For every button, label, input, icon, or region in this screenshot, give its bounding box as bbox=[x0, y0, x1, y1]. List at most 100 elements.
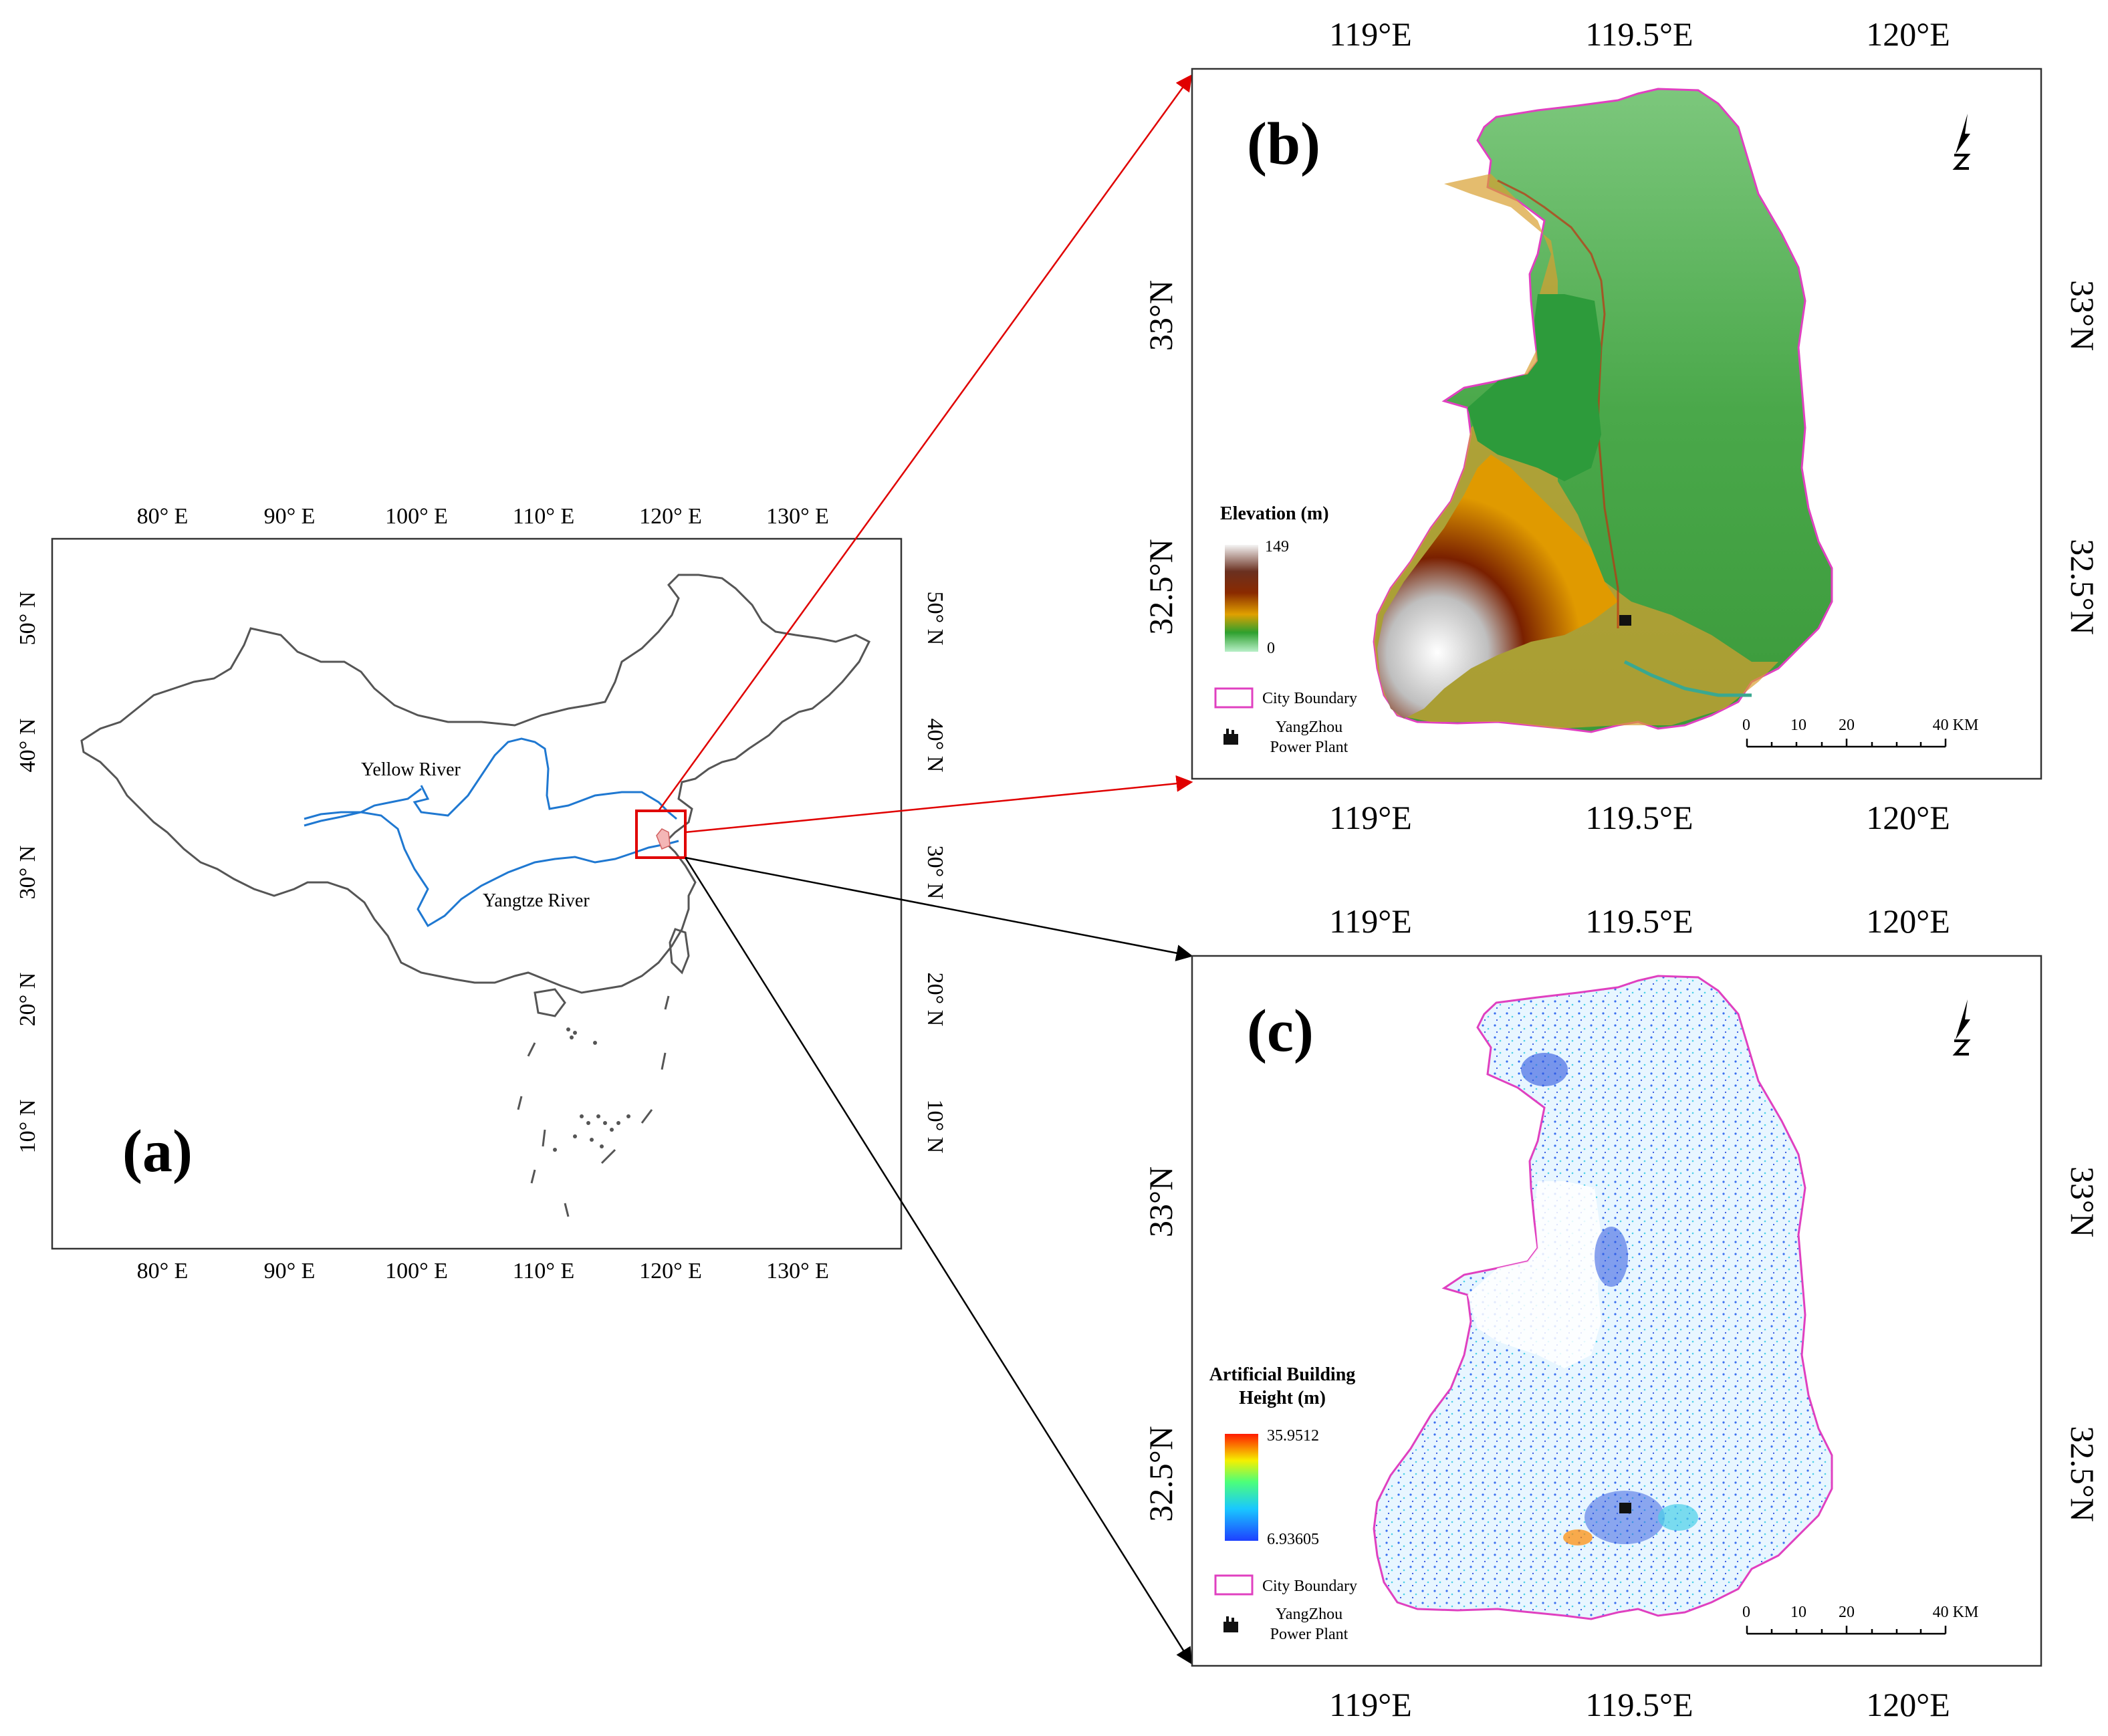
hainan-island bbox=[534, 988, 566, 1017]
yangtze-river-label: Yangtze River bbox=[483, 890, 590, 911]
lat-tick-label: 10° N bbox=[15, 1100, 40, 1154]
yellow-river-source bbox=[304, 787, 422, 827]
lat-tick-label: 20° N bbox=[15, 973, 40, 1027]
panel-b-lon-ticks-top: 119°E 119.5°E 120°E bbox=[1329, 15, 1950, 53]
scale-label: 0 bbox=[1742, 717, 1750, 734]
legend-max: 149 bbox=[1265, 538, 1289, 555]
scale-label: 20 bbox=[1839, 1604, 1855, 1621]
lon-tick-label: 120° E bbox=[639, 504, 702, 529]
scale-label: 0 bbox=[1742, 1604, 1750, 1621]
city-boundary-swatch bbox=[1214, 1574, 1254, 1596]
lon-tick-label: 120°E bbox=[1866, 1686, 1950, 1723]
arrow-to-c-top bbox=[685, 856, 1193, 961]
lat-tick-label: 33°N bbox=[1142, 280, 1179, 351]
lat-tick-label: 40° N bbox=[15, 719, 40, 773]
urban-cluster bbox=[1658, 1504, 1698, 1531]
urban-cluster bbox=[1585, 1491, 1665, 1544]
panel-a-frame bbox=[51, 537, 903, 1250]
south-china-sea-islands bbox=[517, 995, 670, 1217]
scale-label: 10 bbox=[1790, 717, 1806, 734]
legend-plant-line2: Power Plant bbox=[1270, 739, 1349, 756]
panel-a-lon-ticks-top: 80° E 90° E 100° E 110° E 120° E 130° E bbox=[137, 504, 829, 529]
lon-tick-label: 119°E bbox=[1329, 1686, 1412, 1723]
china-boundary bbox=[80, 574, 871, 994]
panel-c-legend: Artificial Building Height (m) 35.9512 6… bbox=[1209, 1364, 1357, 1643]
lat-tick-label: 30° N bbox=[923, 846, 947, 900]
city-boundary-swatch bbox=[1214, 687, 1254, 709]
lat-tick-label: 50° N bbox=[15, 592, 40, 646]
panel-a-lat-ticks-right: 50° N 40° N 30° N 20° N 10° N bbox=[923, 592, 947, 1154]
scale-label: 20 bbox=[1839, 717, 1855, 734]
yangtze-river-b bbox=[1623, 660, 1752, 697]
lon-tick-label: 110° E bbox=[513, 1259, 575, 1283]
power-plant-legend-icon bbox=[1223, 729, 1238, 745]
panel-b-elevation-map bbox=[1373, 88, 1833, 733]
building-height-colorbar bbox=[1225, 1434, 1258, 1541]
urban-cluster bbox=[1595, 1227, 1628, 1287]
panel-a: 80° E 90° E 100° E 110° E 120° E 130° E … bbox=[15, 504, 947, 1283]
scale-label: 10 bbox=[1790, 1604, 1806, 1621]
urban-hotspot bbox=[1563, 1529, 1593, 1545]
panel-c-lon-ticks-top: 119°E 119.5°E 120°E bbox=[1329, 902, 1950, 940]
lon-tick-label: 110° E bbox=[513, 504, 575, 529]
study-area-box bbox=[635, 810, 687, 859]
panel-c-lat-ticks: 33°N 32.5°N 33°N 32.5°N bbox=[1142, 1166, 2101, 1522]
lat-tick-label: 50° N bbox=[923, 592, 947, 646]
north-arrow-icon bbox=[1952, 999, 1971, 1056]
legend-max: 35.9512 bbox=[1267, 1427, 1319, 1445]
panel-a-lat-ticks-left: 50° N 40° N 30° N 20° N 10° N bbox=[15, 592, 40, 1154]
legend-min: 6.93605 bbox=[1267, 1531, 1319, 1548]
lon-tick-label: 90° E bbox=[264, 504, 316, 529]
lat-tick-label: 32.5°N bbox=[1142, 1426, 1179, 1522]
panel-a-lon-ticks-bottom: 80° E 90° E 100° E 110° E 120° E 130° E bbox=[137, 1259, 829, 1283]
panel-b-letter: (b) bbox=[1247, 111, 1320, 177]
lon-tick-label: 119°E bbox=[1329, 15, 1412, 53]
legend-title-line2: Height (m) bbox=[1239, 1388, 1326, 1408]
legend-boundary: City Boundary bbox=[1262, 690, 1357, 707]
legend-title: Elevation (m) bbox=[1220, 503, 1329, 524]
lon-tick-label: 80° E bbox=[137, 1259, 189, 1283]
lon-tick-label: 119°E bbox=[1329, 799, 1412, 836]
lon-tick-label: 119°E bbox=[1329, 902, 1412, 940]
lat-tick-label: 10° N bbox=[923, 1100, 947, 1154]
lon-tick-label: 119.5°E bbox=[1585, 1686, 1693, 1723]
panel-c-lon-ticks-bottom: 119°E 119.5°E 120°E bbox=[1329, 1686, 1950, 1723]
scale-label: 40 KM bbox=[1933, 717, 1979, 734]
panel-b-lon-ticks-bottom: 119°E 119.5°E 120°E bbox=[1329, 799, 1950, 836]
elevation-colorbar bbox=[1225, 545, 1258, 652]
lon-tick-label: 120°E bbox=[1866, 902, 1950, 940]
arrow-to-b-bottom bbox=[685, 775, 1193, 834]
hilly-terrain bbox=[1377, 455, 1618, 719]
panel-c-building-map bbox=[1373, 975, 1833, 1620]
panel-c-frame bbox=[1191, 955, 2042, 1667]
lat-tick-label: 33°N bbox=[1142, 1166, 1179, 1237]
lon-tick-label: 119.5°E bbox=[1585, 15, 1693, 53]
lat-tick-label: 40° N bbox=[923, 719, 947, 773]
gaoyou-lake bbox=[1468, 294, 1601, 481]
lon-tick-label: 120°E bbox=[1866, 799, 1950, 836]
power-plant-legend-icon bbox=[1223, 1616, 1238, 1632]
lat-tick-label: 30° N bbox=[15, 846, 40, 900]
urban-cluster bbox=[1521, 1053, 1568, 1086]
panel-b-legend: Elevation (m) 149 0 City Boundary YangZh… bbox=[1214, 503, 1357, 756]
lon-tick-label: 120°E bbox=[1866, 15, 1950, 53]
lon-tick-label: 119.5°E bbox=[1585, 799, 1693, 836]
lon-tick-label: 120° E bbox=[639, 1259, 702, 1283]
lat-tick-label: 33°N bbox=[2064, 1166, 2101, 1237]
legend-plant-line1: YangZhou bbox=[1276, 1606, 1342, 1623]
legend-plant-line1: YangZhou bbox=[1276, 719, 1342, 736]
panel-c-letter: (c) bbox=[1247, 998, 1314, 1064]
legend-title-line1: Artificial Building bbox=[1209, 1364, 1356, 1385]
legend-min: 0 bbox=[1267, 640, 1275, 657]
power-plant-icon bbox=[1619, 615, 1631, 626]
panel-b-scale-bar: 0 10 20 40 KM bbox=[1742, 717, 1979, 748]
scale-label: 40 KM bbox=[1933, 1604, 1979, 1621]
lat-tick-label: 32.5°N bbox=[1142, 539, 1179, 635]
lon-tick-label: 119.5°E bbox=[1585, 902, 1693, 940]
lon-tick-label: 130° E bbox=[766, 1259, 829, 1283]
panel-c: 119°E 119.5°E 120°E 119°E 119.5°E 120°E … bbox=[1142, 902, 2101, 1723]
legend-boundary: City Boundary bbox=[1262, 1578, 1357, 1595]
power-plant-icon bbox=[1619, 1503, 1631, 1513]
arrow-to-b-top bbox=[657, 74, 1193, 812]
